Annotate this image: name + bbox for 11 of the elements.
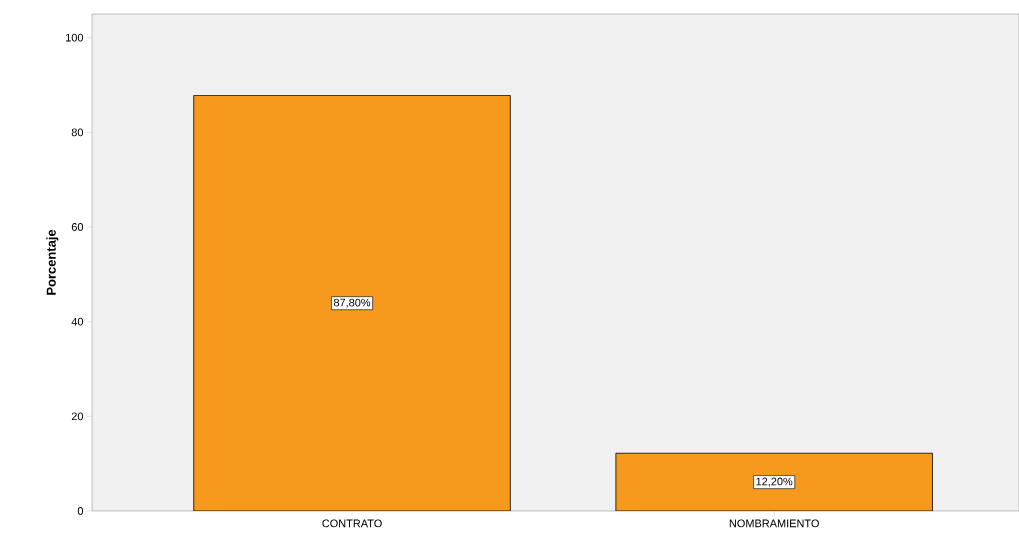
y-tick-label: 100 [66, 33, 84, 42]
y-tick-label: 0 [77, 507, 84, 515]
y-tick-label: 40 [71, 317, 84, 326]
x-tick-label: NOMBRAMIENTO [729, 519, 819, 528]
data-label: 12,20% [756, 477, 793, 487]
y-tick-label: 60 [71, 223, 84, 231]
y-tick-label: 80 [71, 128, 84, 137]
data-label: 87,80% [333, 298, 371, 308]
y-tick-label: 20 [71, 412, 84, 421]
y-axis-title: Porcentaje [46, 229, 59, 295]
x-tick-label: CONTRATO [322, 519, 382, 528]
